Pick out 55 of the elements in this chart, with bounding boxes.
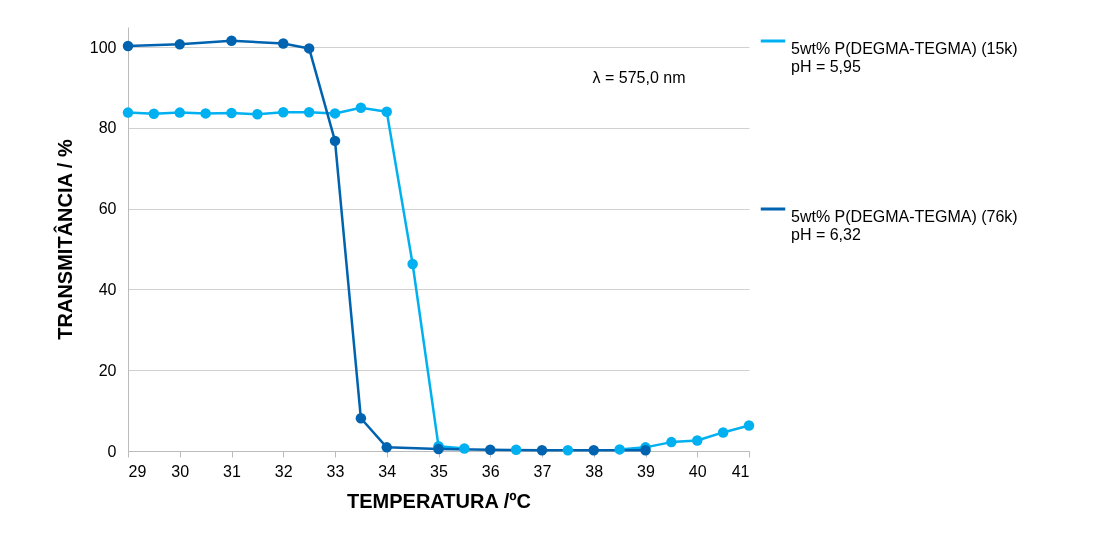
point xyxy=(459,443,470,454)
point xyxy=(355,102,367,113)
y-axis-title: TRANSMITÂNCIA / % xyxy=(52,139,76,340)
point xyxy=(329,108,341,119)
point xyxy=(226,107,237,119)
x-tick-label: 36 xyxy=(481,462,500,480)
point xyxy=(278,106,289,118)
y-tick-label: 0 xyxy=(107,442,117,460)
point xyxy=(588,444,599,456)
x-tick-label: 38 xyxy=(585,462,604,480)
y-tick-label: 80 xyxy=(98,119,117,137)
point xyxy=(174,39,185,50)
y-tick-label: 100 xyxy=(89,38,117,56)
y-tick-label: 20 xyxy=(98,361,117,379)
point xyxy=(536,444,548,456)
annotation: λ = 575,0 nm xyxy=(592,69,686,86)
point xyxy=(562,444,574,456)
point xyxy=(666,436,677,448)
point xyxy=(381,442,392,453)
x-axis-title: TEMPERATURA /ºC xyxy=(347,489,531,512)
x-tick-label: 31 xyxy=(223,462,241,480)
x-tick-label: 41 xyxy=(731,462,750,480)
x-tick-label: 32 xyxy=(274,462,293,480)
x-tick-label: 34 xyxy=(378,462,397,480)
point xyxy=(381,106,392,118)
point xyxy=(226,35,237,46)
point xyxy=(329,135,341,147)
point xyxy=(717,427,729,438)
point xyxy=(278,38,289,49)
x-tick-label: 39 xyxy=(637,462,655,480)
y-tick-label: 40 xyxy=(98,280,117,298)
x-tick-label: 29 xyxy=(128,462,147,480)
point xyxy=(148,108,160,120)
point xyxy=(303,106,315,118)
point xyxy=(303,43,315,54)
x-tick-label: 35 xyxy=(430,462,448,480)
point xyxy=(200,108,211,119)
point xyxy=(122,107,134,118)
point xyxy=(485,444,496,456)
x-tick-label: 33 xyxy=(326,462,345,480)
point xyxy=(614,444,625,455)
x-tick-label: 30 xyxy=(171,462,190,480)
point xyxy=(743,420,755,431)
x-tick-label: 40 xyxy=(688,462,707,480)
y-tick-label: 60 xyxy=(98,200,117,218)
point xyxy=(407,258,418,270)
point xyxy=(510,444,522,456)
point xyxy=(692,435,703,446)
legend-label: 5wt% P(DEGMA-TEGMA) (15k) pH = 5,95 xyxy=(791,40,1018,75)
point xyxy=(252,108,263,120)
legend-label: 5wt% P(DEGMA-TEGMA) (76k) pH = 6,32 xyxy=(791,208,1018,243)
point xyxy=(174,107,185,118)
x-tick-label: 37 xyxy=(533,462,552,480)
point xyxy=(355,413,367,424)
point xyxy=(122,40,134,52)
